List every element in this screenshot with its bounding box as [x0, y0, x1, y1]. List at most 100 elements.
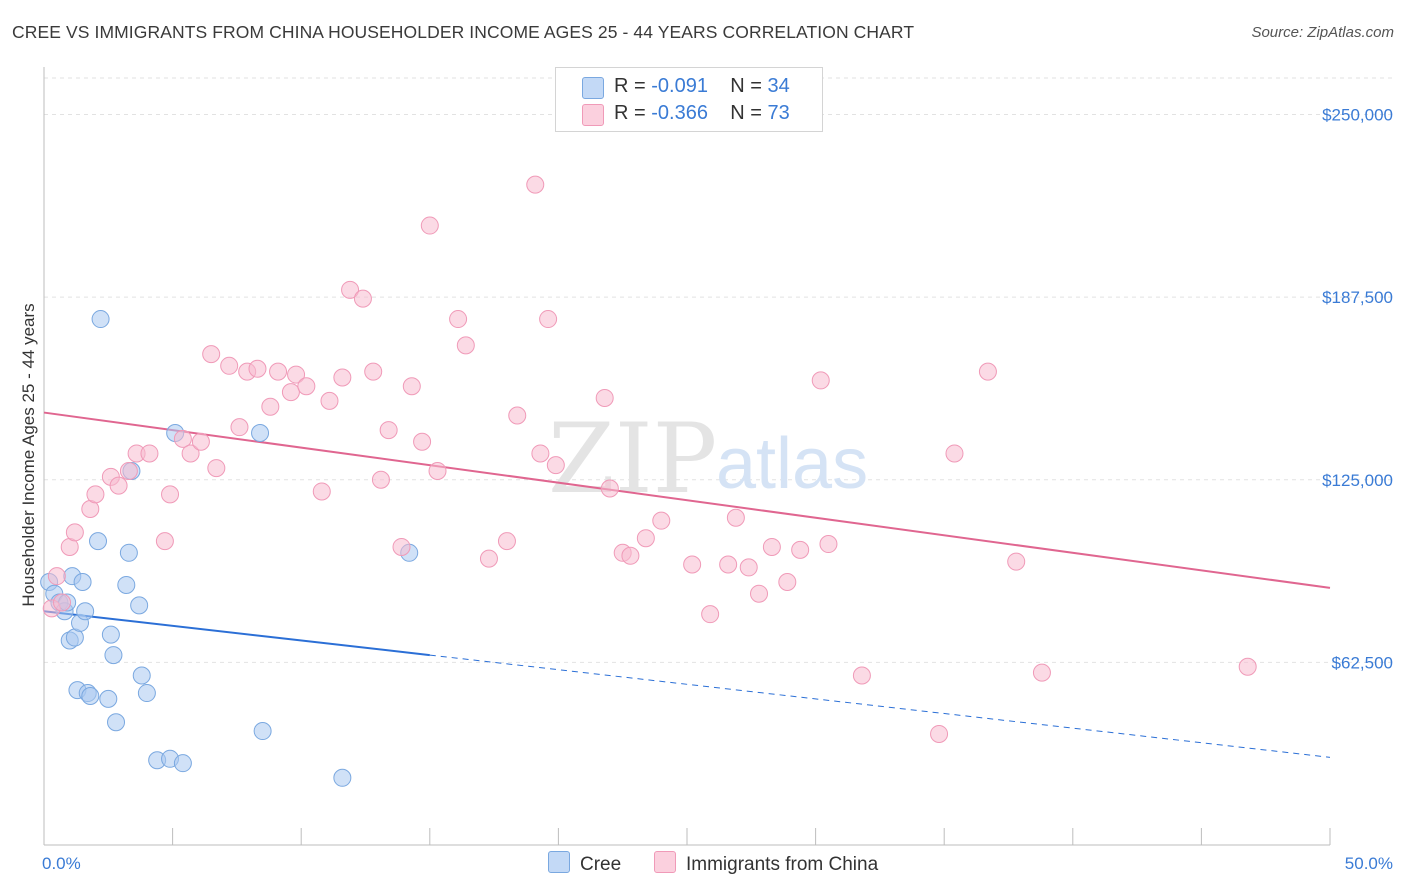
china-point: [428, 461, 447, 480]
china-point: [526, 175, 545, 194]
cree-point: [89, 532, 108, 551]
china-point: [449, 310, 468, 329]
china-point: [456, 336, 475, 355]
cree-label: Cree: [580, 854, 622, 875]
y-tick-label: $125,000: [1322, 471, 1393, 490]
cree-point: [76, 602, 95, 621]
legend-n-label: N =: [730, 102, 762, 124]
cree-point: [130, 596, 149, 615]
watermark-atlas: atlas: [716, 424, 868, 504]
cree-swatch: [582, 77, 604, 99]
bottom-legend-cree[interactable]: Cree: [548, 851, 621, 876]
china-point: [207, 459, 226, 478]
china-point: [539, 310, 558, 329]
china-point: [281, 383, 300, 402]
china-point: [402, 377, 421, 396]
china-point: [379, 421, 398, 440]
china-point: [202, 345, 221, 364]
y-tick-label: $62,500: [1332, 653, 1393, 672]
china-point: [269, 362, 288, 381]
cree-point: [251, 424, 270, 443]
china-point: [719, 555, 738, 574]
cree-trend-line: [43, 610, 430, 657]
china-point: [930, 724, 949, 743]
x-tick-label: 0.0%: [42, 854, 81, 873]
china-point: [778, 573, 797, 592]
china-point: [341, 280, 360, 299]
china-point: [312, 482, 331, 501]
china-point: [750, 584, 769, 603]
china-point: [1032, 663, 1051, 682]
china-point: [248, 359, 267, 378]
china-point: [531, 444, 550, 463]
china-point: [86, 485, 105, 504]
china-points: [42, 175, 1257, 743]
china-point: [392, 537, 411, 556]
china-point: [600, 479, 619, 498]
cree-point: [132, 666, 151, 685]
china-point: [364, 362, 383, 381]
china-point: [726, 508, 745, 527]
china-point: [320, 391, 339, 410]
y-tick-label: $250,000: [1322, 106, 1393, 125]
axes: [43, 67, 1331, 846]
tick-labels: $62,500 $125,000 $187,500 $250,000 0.0% 50.0%: [42, 106, 1393, 873]
china-point: [230, 418, 249, 437]
china-point: [173, 429, 192, 448]
legend-r-label: R =: [614, 75, 646, 97]
china-point: [811, 371, 830, 390]
china-point: [413, 432, 432, 451]
china-point: [191, 432, 210, 451]
china-point: [791, 540, 810, 559]
legend-n-label: N =: [730, 75, 762, 97]
cree-point: [99, 689, 118, 708]
china-swatch: [654, 851, 676, 873]
cree-points: [40, 310, 419, 787]
china-point: [497, 532, 516, 551]
china-point: [1007, 552, 1026, 571]
china-point: [701, 605, 720, 624]
china-point: [595, 388, 614, 407]
cree-point: [333, 768, 352, 787]
cree-swatch: [548, 851, 570, 873]
legend-r-value: -0.366: [651, 102, 708, 124]
china-point: [945, 444, 964, 463]
china-point: [819, 535, 838, 554]
china-point: [353, 289, 372, 308]
correlation-legend: R = -0.091 N = 34 R = -0.366 N = 73: [555, 67, 823, 132]
china-point: [109, 476, 128, 495]
y-tick-label: $187,500: [1322, 288, 1393, 307]
china-point: [636, 529, 655, 548]
legend-r-label: R =: [614, 102, 646, 124]
china-point: [546, 456, 565, 475]
china-point: [978, 362, 997, 381]
legend-r-value: -0.091: [651, 75, 708, 97]
legend-n-value: 73: [767, 102, 790, 124]
cree-point: [253, 722, 272, 741]
china-point: [508, 406, 527, 425]
china-point: [852, 666, 871, 685]
cree-point: [91, 310, 110, 329]
cree-point: [119, 543, 138, 562]
china-point: [420, 216, 439, 235]
data-points: [40, 175, 1257, 787]
bottom-legend-china[interactable]: Immigrants from China: [654, 851, 878, 876]
china-point: [155, 532, 174, 551]
china-point: [287, 365, 306, 384]
china-swatch: [582, 104, 604, 126]
cree-point: [73, 573, 92, 592]
china-point: [297, 377, 316, 396]
china-point: [1238, 657, 1257, 676]
cree-point: [117, 575, 136, 594]
china-point: [479, 549, 498, 568]
cree-point: [101, 625, 120, 644]
china-point: [621, 546, 640, 565]
china-point: [371, 470, 390, 489]
china-point: [762, 537, 781, 556]
china-point: [261, 397, 280, 416]
cree-trend-extension: [429, 654, 1331, 758]
source-label: Source: ZipAtlas.com: [1251, 24, 1394, 41]
watermark-zip: ZIP: [548, 403, 717, 515]
y-axis-title: Householder Income Ages 25 - 44 years: [19, 303, 38, 606]
